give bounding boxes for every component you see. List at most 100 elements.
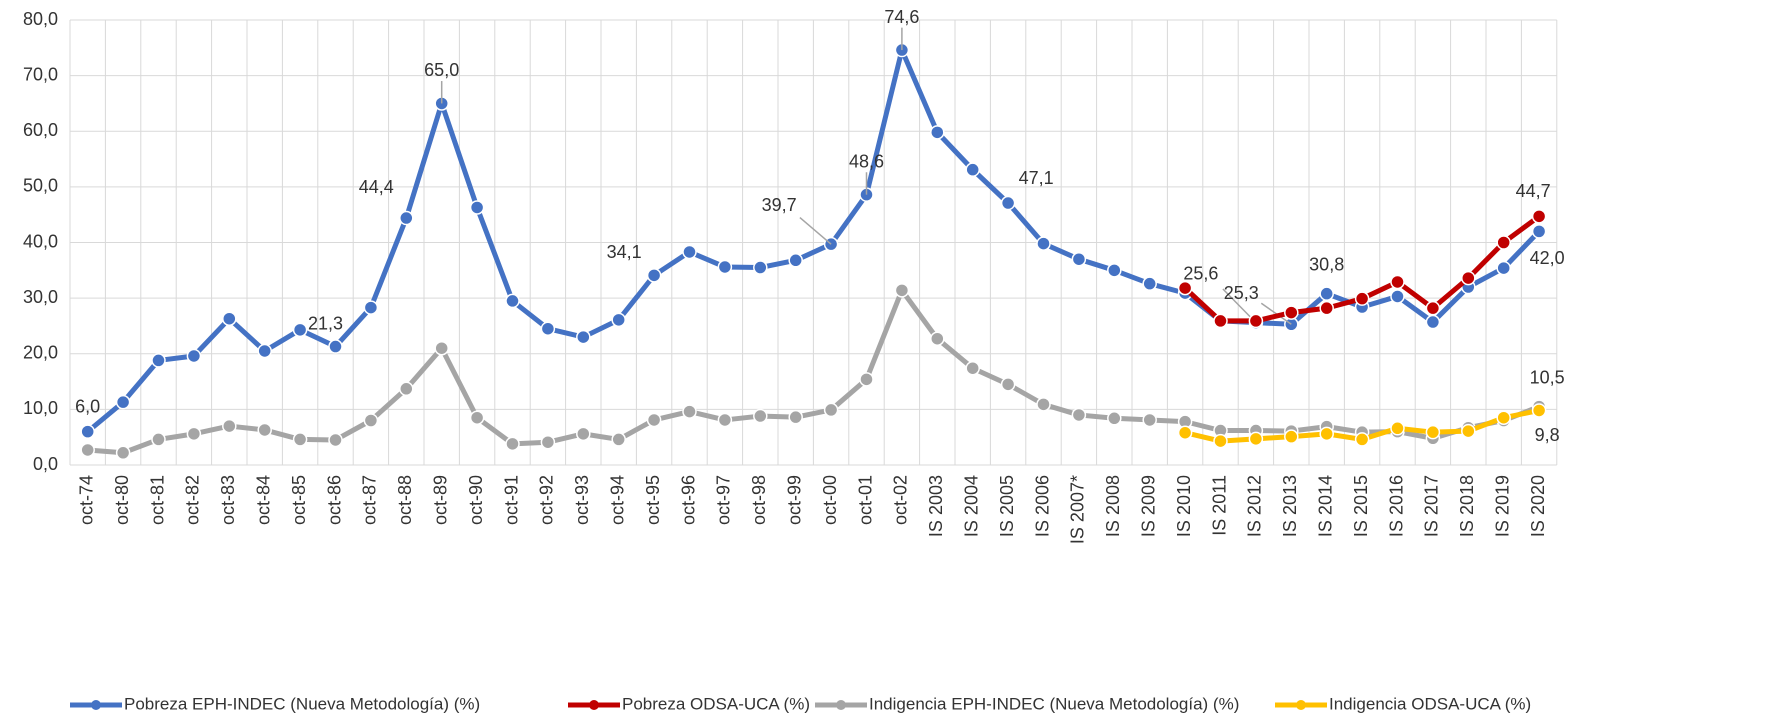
- point: [1036, 397, 1051, 412]
- x-tick-label: oct-90: [466, 475, 486, 525]
- point: [682, 244, 697, 260]
- x-tick-label: oct-96: [678, 475, 698, 525]
- legend-label: Indigencia EPH-INDEC (Nueva Metodología)…: [869, 694, 1239, 713]
- x-tick-label: oct-95: [643, 475, 663, 525]
- point: [505, 436, 520, 452]
- point: [222, 418, 237, 434]
- point: [894, 283, 910, 298]
- point: [930, 125, 945, 140]
- x-tick-label: oct-80: [112, 475, 132, 525]
- y-tick-label: 30,0: [23, 287, 58, 307]
- point: [1284, 305, 1299, 320]
- point: [611, 432, 626, 447]
- point: [1354, 432, 1370, 447]
- x-tick-label: IS 2018: [1457, 475, 1477, 537]
- point: [292, 432, 308, 447]
- point: [788, 253, 803, 268]
- x-tick-label: oct-02: [891, 475, 911, 525]
- point: [434, 340, 449, 356]
- legend-marker: [836, 700, 846, 710]
- legend-label: Indigencia ODSA-UCA (%): [1329, 694, 1531, 713]
- x-tick-label: IS 2007*: [1068, 475, 1088, 544]
- x-tick-label: oct-97: [714, 475, 734, 525]
- data-label: 74,6: [884, 7, 919, 27]
- x-tick-label: oct-81: [147, 475, 167, 525]
- point: [1319, 300, 1334, 316]
- x-tick-label: IS 2013: [1280, 475, 1300, 537]
- x-tick-label: IS 2004: [961, 475, 981, 537]
- data-label: 65,0: [424, 60, 459, 80]
- data-label: 48,6: [849, 151, 884, 171]
- y-tick-label: 80,0: [23, 9, 58, 29]
- x-tick-label: oct-99: [784, 475, 804, 525]
- point: [1000, 195, 1016, 211]
- x-tick-label: oct-85: [289, 475, 309, 525]
- point: [1390, 289, 1405, 304]
- x-tick-label: IS 2020: [1528, 475, 1548, 537]
- x-tick-label: oct-89: [430, 475, 450, 525]
- point: [540, 434, 556, 450]
- x-tick-label: oct-83: [218, 475, 238, 525]
- point: [151, 353, 166, 368]
- point: [292, 322, 308, 338]
- x-tick-label: oct-93: [572, 475, 592, 525]
- point: [1213, 313, 1228, 329]
- point: [682, 404, 697, 419]
- point: [1142, 412, 1157, 428]
- point: [1531, 209, 1547, 224]
- point: [80, 442, 95, 458]
- point: [257, 343, 272, 359]
- legend-label: Pobreza EPH-INDEC (Nueva Metodología) (%…: [124, 694, 480, 713]
- point: [540, 321, 556, 336]
- point: [1000, 377, 1016, 392]
- point: [257, 422, 272, 438]
- point: [505, 293, 520, 309]
- y-tick-label: 40,0: [23, 231, 58, 251]
- point: [115, 445, 131, 461]
- point: [1177, 425, 1193, 440]
- point: [1531, 403, 1547, 418]
- x-tick-label: oct-87: [360, 475, 380, 525]
- point: [1036, 236, 1051, 251]
- data-label: 34,1: [607, 242, 642, 262]
- x-tick-label: IS 2014: [1315, 475, 1335, 537]
- point: [965, 360, 980, 376]
- x-tick-label: IS 2015: [1351, 475, 1371, 537]
- point: [576, 426, 591, 442]
- point: [1071, 407, 1087, 423]
- point: [399, 210, 414, 226]
- point: [1177, 280, 1193, 296]
- point: [1284, 429, 1299, 444]
- x-tick-label: oct-91: [501, 475, 521, 525]
- data-label: 21,3: [308, 313, 343, 333]
- data-label: 44,7: [1516, 181, 1551, 201]
- data-label: 25,6: [1183, 263, 1218, 283]
- point: [859, 372, 874, 387]
- point: [646, 268, 662, 283]
- data-label: 42,0: [1530, 248, 1565, 268]
- point: [1496, 260, 1511, 276]
- x-tick-label: IS 2008: [1103, 475, 1123, 537]
- data-label: 30,8: [1309, 254, 1344, 274]
- point: [1248, 313, 1264, 329]
- point: [186, 348, 202, 364]
- point: [1461, 423, 1476, 439]
- y-tick-label: 10,0: [23, 398, 58, 418]
- point: [1425, 300, 1441, 316]
- x-tick-label: IS 2019: [1492, 475, 1512, 537]
- point: [363, 300, 379, 315]
- point: [1496, 410, 1511, 425]
- x-tick-label: IS 2017: [1422, 475, 1442, 537]
- point: [646, 412, 662, 428]
- point: [151, 432, 166, 447]
- x-tick-label: IS 2006: [1032, 475, 1052, 537]
- x-tick-label: oct-98: [749, 475, 769, 525]
- point: [753, 260, 768, 275]
- point: [1354, 291, 1370, 306]
- data-label: 47,1: [1019, 168, 1054, 188]
- point: [611, 312, 626, 328]
- point: [965, 162, 980, 177]
- point: [717, 259, 733, 275]
- y-tick-label: 60,0: [23, 120, 58, 140]
- point: [1107, 411, 1122, 426]
